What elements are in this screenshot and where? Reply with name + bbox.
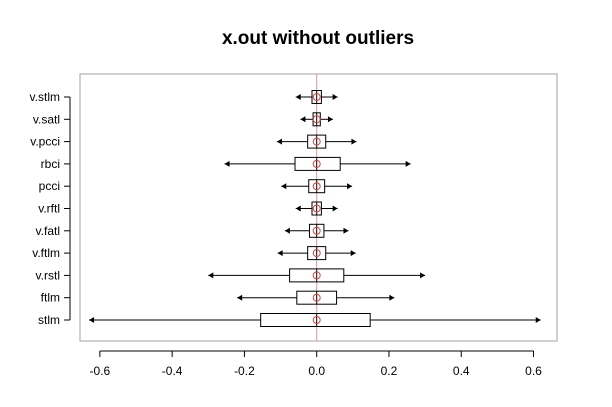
y-category-label: stlm bbox=[38, 313, 60, 327]
x-tick-label: 0.0 bbox=[308, 364, 325, 378]
mean-marker bbox=[312, 115, 321, 124]
box-v-pcci bbox=[276, 134, 357, 149]
x-tick-label: 0.4 bbox=[453, 364, 470, 378]
whisker-high-end bbox=[389, 294, 395, 301]
mean-marker bbox=[312, 159, 321, 168]
box-v-rftl bbox=[295, 201, 338, 216]
whisker-low-end bbox=[295, 205, 301, 212]
whisker-high-end bbox=[332, 94, 338, 100]
whisker-low-end bbox=[277, 250, 283, 257]
whisker-low-end bbox=[89, 317, 95, 323]
whisker-low-end bbox=[237, 294, 243, 301]
chart-title: x.out without outliers bbox=[222, 28, 414, 49]
whisker-low-end bbox=[208, 272, 214, 279]
box-v-fatl bbox=[284, 223, 349, 238]
mean-marker bbox=[312, 182, 321, 191]
box-ftlm bbox=[237, 290, 395, 305]
box-v-stlm bbox=[295, 90, 338, 104]
x-tick-label: 0.6 bbox=[525, 364, 542, 378]
box-iqr bbox=[260, 313, 371, 327]
box-pcci bbox=[281, 179, 353, 194]
whisker-low-end bbox=[284, 227, 290, 234]
whisker-low-end bbox=[281, 183, 287, 190]
whisker-low-end bbox=[276, 138, 282, 145]
box-v-rstl bbox=[208, 268, 426, 283]
x-tick-label: -0.4 bbox=[162, 364, 183, 378]
y-category-label: v.satl bbox=[33, 112, 60, 126]
y-category-label: v.stlm bbox=[30, 90, 60, 104]
box-v-satl bbox=[300, 112, 333, 127]
y-category-label: v.pcci bbox=[30, 135, 60, 149]
y-category-label: v.fatl bbox=[36, 224, 60, 238]
whisker-high-end bbox=[350, 250, 356, 257]
mean-marker bbox=[312, 93, 321, 101]
box-rbci bbox=[224, 156, 411, 171]
whisker-high-end bbox=[343, 227, 349, 234]
mean-marker bbox=[312, 271, 321, 280]
y-category-label: rbci bbox=[41, 157, 60, 171]
whisker-high-end bbox=[351, 138, 357, 145]
y-category-label: v.ftlm bbox=[32, 246, 60, 260]
mean-marker bbox=[312, 204, 321, 213]
mean-marker bbox=[312, 316, 321, 324]
chart-marks: -0.6 -0.4 -0.2 0.0 0.2 0.4 0.6 v.stlm v.satl v.pc… bbox=[30, 74, 542, 378]
y-category-label: ftlm bbox=[41, 291, 60, 305]
mean-marker bbox=[312, 226, 321, 235]
box-v-ftlm bbox=[277, 246, 356, 261]
y-category-label: v.rftl bbox=[38, 202, 60, 216]
whisker-high-end bbox=[327, 116, 333, 123]
mean-marker bbox=[312, 137, 321, 146]
plot-area-frame bbox=[79, 73, 558, 342]
whisker-high-end bbox=[347, 183, 353, 190]
mean-marker bbox=[312, 249, 321, 258]
whisker-high-end bbox=[405, 160, 411, 167]
y-category-label: v.rstl bbox=[36, 268, 60, 282]
x-tick-label: 0.2 bbox=[381, 364, 398, 378]
whisker-low-end bbox=[300, 116, 306, 123]
box-iqr bbox=[294, 156, 341, 171]
whisker-low-end bbox=[295, 94, 301, 100]
whisker-high-end bbox=[535, 317, 541, 323]
whisker-low-end bbox=[224, 160, 230, 167]
whisker-high-end bbox=[420, 272, 426, 279]
box-stlm bbox=[89, 313, 541, 327]
mean-marker bbox=[312, 293, 321, 302]
x-tick-label: -0.6 bbox=[90, 364, 111, 378]
x-tick-label: -0.2 bbox=[234, 364, 255, 378]
whisker-high-end bbox=[332, 205, 338, 212]
y-category-label: pcci bbox=[39, 179, 60, 193]
